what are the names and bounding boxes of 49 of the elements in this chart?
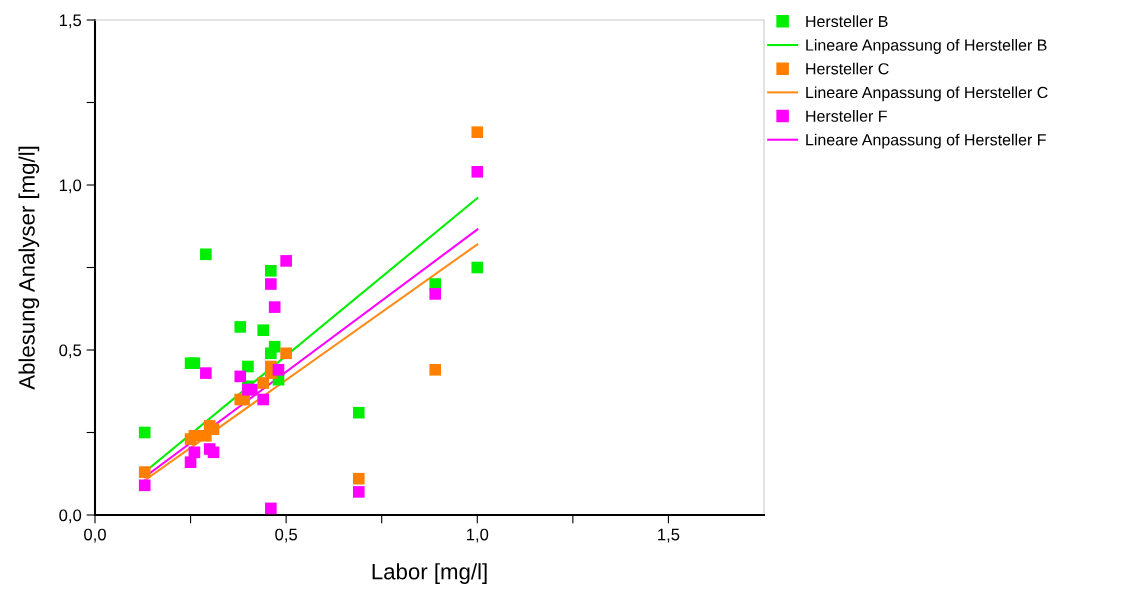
point: [265, 347, 277, 360]
y-axis-title: Ablesung Analyser [mg/l]: [18, 146, 40, 390]
point: [188, 446, 201, 459]
y-tick-label: 1,5: [59, 14, 82, 29]
point: [242, 360, 254, 373]
point: [138, 479, 151, 492]
x-tick-label: 1,0: [466, 528, 489, 543]
point: [471, 126, 484, 139]
point: [138, 426, 151, 439]
point: [352, 472, 365, 485]
point: [257, 393, 270, 406]
point: [265, 502, 277, 515]
point: [268, 301, 281, 313]
point: [280, 255, 292, 267]
x-tick-label: 0,0: [84, 528, 106, 543]
point: [257, 324, 270, 337]
point: [188, 357, 201, 370]
point: [352, 486, 365, 498]
point: [265, 264, 277, 277]
legend-label: Hersteller B: [806, 15, 888, 28]
point: [245, 383, 258, 396]
point: [272, 363, 285, 376]
point: [429, 363, 442, 376]
point: [429, 288, 442, 300]
x-tick-label: 1,5: [658, 528, 680, 543]
point: [234, 370, 247, 383]
legend-label: Lineare Anpassung of Hersteller F: [806, 133, 1046, 149]
point: [138, 466, 151, 478]
legend-label: Hersteller C: [806, 62, 889, 75]
point: [257, 377, 270, 389]
point: [200, 367, 212, 379]
point: [471, 165, 484, 178]
y-tick-label: 0,5: [59, 344, 82, 359]
x-axis-title: Labor [mg/l]: [372, 563, 487, 584]
point: [238, 393, 250, 406]
point: [265, 278, 277, 290]
legend-label: Hersteller F: [806, 110, 887, 122]
point: [471, 261, 484, 274]
point: [280, 347, 292, 360]
point: [188, 429, 201, 442]
point: [207, 446, 220, 459]
legend-label: Lineare Anpassung of Hersteller C: [806, 86, 1048, 102]
y-tick-label: 1,0: [59, 179, 82, 194]
x-tick-label: 0,5: [275, 528, 298, 543]
y-tick-label: 0,0: [59, 509, 82, 524]
legend-label: Lineare Anpassung of Hersteller B: [806, 39, 1047, 54]
point: [352, 406, 365, 419]
point: [200, 248, 212, 261]
point: [234, 321, 247, 333]
